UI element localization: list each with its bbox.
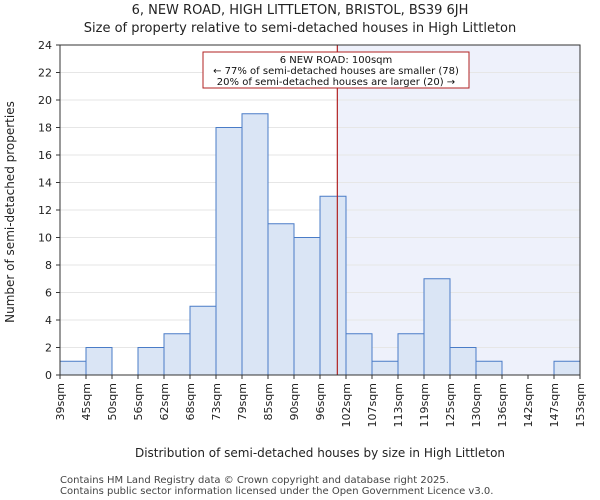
x-tick-label: 50sqm (106, 383, 119, 420)
x-tick-label: 45sqm (80, 383, 93, 420)
x-tick-label: 73sqm (210, 383, 223, 420)
y-tick-label: 12 (38, 204, 52, 217)
x-tick-label: 68sqm (184, 383, 197, 420)
x-tick-label: 136sqm (496, 383, 509, 427)
x-axis-ticks: 39sqm 45sqm 50sqm 56sqm 62sqm 68sqm 73sqm 79sqm… (54, 375, 587, 427)
bar-45sqm (85, 347, 113, 376)
bar-130sqm (475, 360, 503, 376)
x-tick-label: 107sqm (366, 383, 379, 427)
x-tick-label: 79sqm (236, 383, 249, 420)
y-tick-label: 4 (45, 314, 52, 327)
bar-113sqm (397, 333, 425, 376)
x-tick-label: 39sqm (54, 383, 67, 420)
chart-title: 6, NEW ROAD, HIGH LITTLETON, BRISTOL, BS… (132, 3, 469, 18)
x-tick-label: 85sqm (262, 383, 275, 420)
bar-90sqm (293, 237, 321, 376)
x-tick-label: 102sqm (340, 383, 353, 427)
bar-107sqm (371, 360, 399, 376)
bars (59, 113, 581, 376)
bar-39sqm (59, 360, 87, 376)
x-tick-label: 125sqm (444, 383, 457, 427)
y-tick-label: 20 (38, 94, 52, 107)
y-tick-label: 14 (38, 177, 52, 190)
bar-62sqm (163, 333, 191, 376)
y-tick-label: 0 (45, 369, 52, 382)
chart-subtitle: Size of property relative to semi-detach… (84, 21, 517, 36)
bar-85sqm (267, 223, 295, 376)
y-tick-label: 16 (38, 149, 52, 162)
y-tick-label: 6 (45, 287, 52, 300)
x-tick-label: 62sqm (158, 383, 171, 420)
x-tick-label: 147sqm (548, 383, 561, 427)
bar-125sqm (449, 347, 477, 376)
x-tick-label: 90sqm (288, 383, 301, 420)
bar-56sqm (137, 347, 165, 376)
y-tick-label: 24 (38, 39, 52, 52)
bar-102sqm (345, 333, 373, 376)
bar-147sqm (553, 360, 581, 376)
x-tick-label: 56sqm (132, 383, 145, 420)
bar-68sqm (189, 305, 217, 376)
x-tick-label: 113sqm (392, 383, 405, 427)
bar-79sqm (241, 113, 269, 376)
x-tick-label: 119sqm (418, 383, 431, 427)
bar-73sqm (215, 127, 243, 376)
footer-licence: Contains public sector information licen… (60, 486, 493, 497)
x-tick-label: 153sqm (574, 383, 587, 427)
y-tick-label: 22 (38, 67, 52, 80)
y-tick-label: 8 (45, 259, 52, 272)
y-tick-label: 18 (38, 122, 52, 135)
annotation-larger: 20% of semi-detached houses are larger (… (217, 77, 455, 88)
x-tick-label: 130sqm (470, 383, 483, 427)
x-tick-label: 142sqm (522, 383, 535, 427)
annotation-box-frame (202, 51, 470, 89)
y-tick-label: 2 (45, 342, 52, 355)
bar-96sqm (319, 195, 347, 376)
annotation-title: 6 NEW ROAD: 100sqm (280, 55, 393, 66)
y-axis-label: Number of semi-detached properties (3, 101, 17, 323)
y-tick-label: 10 (38, 232, 52, 245)
annotation-smaller: ← 77% of semi-detached houses are smalle… (213, 66, 459, 77)
bar-119sqm (423, 278, 451, 376)
footer-copyright: Contains HM Land Registry data © Crown c… (60, 475, 449, 486)
annotation-box: 6 NEW ROAD: 100sqm ← 77% of semi-detache… (202, 51, 470, 89)
x-axis-label: Distribution of semi-detached houses by … (135, 446, 505, 460)
x-tick-label: 96sqm (314, 383, 327, 420)
